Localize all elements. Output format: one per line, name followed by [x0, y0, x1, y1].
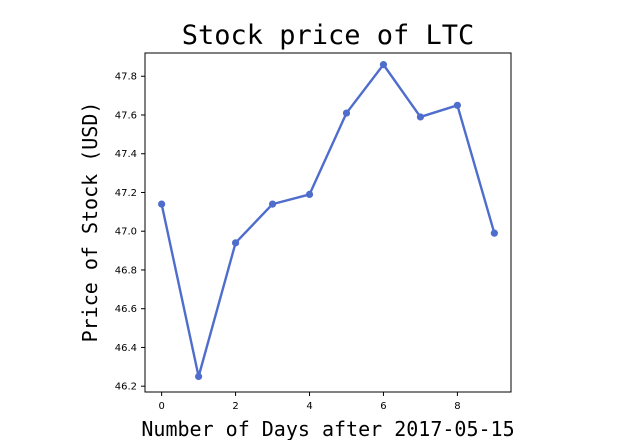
data-point [453, 101, 461, 109]
y-tick-label: 47.0 [115, 227, 137, 238]
x-axis: 0 2 4 6 8 [158, 392, 461, 412]
y-tick-label: 46.8 [115, 265, 137, 276]
data-point [195, 372, 203, 381]
x-tick-label: 2 [232, 401, 238, 412]
y-tick-label: 47.2 [115, 188, 137, 199]
data-point [305, 190, 314, 199]
series-line [160, 63, 496, 378]
y-tick-label: 46.4 [115, 343, 137, 354]
x-tick-label: 0 [158, 401, 164, 412]
data-point [416, 113, 425, 121]
chart-title: Stock price of LTC [182, 20, 475, 51]
y-tick-label: 47.6 [115, 110, 137, 121]
y-tick-label: 47.4 [115, 149, 137, 160]
y-axis: 46.2 46.4 46.6 46.8 47.0 47.2 47.4 47.6 47.8 [115, 72, 145, 393]
plot-frame [144, 52, 512, 393]
data-point [158, 200, 166, 208]
y-tick-label: 46.6 [115, 304, 137, 315]
data-point [342, 109, 351, 117]
x-axis-label: Number of Days after 2017-05-15 [141, 417, 514, 440]
data-point [268, 200, 277, 208]
data-point [379, 61, 388, 69]
data-point [490, 229, 498, 237]
x-tick-label: 4 [306, 401, 312, 412]
x-tick-label: 8 [454, 401, 460, 412]
y-tick-label: 47.8 [115, 72, 137, 83]
y-axis-label: Price of Stock (USD) [78, 102, 102, 343]
data-point [231, 239, 240, 247]
x-tick-label: 6 [380, 401, 386, 412]
series-layer [158, 61, 498, 381]
y-tick-label: 46.2 [115, 382, 137, 393]
